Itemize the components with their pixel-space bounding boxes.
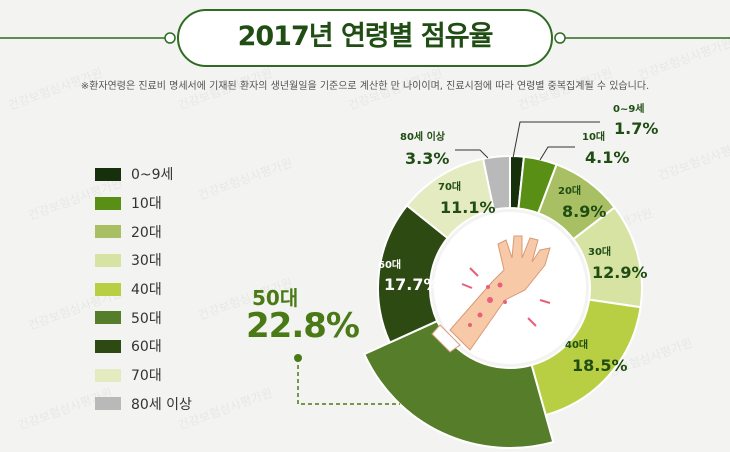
slice-category-label: 40대 — [565, 338, 588, 351]
legend-item: 60대 — [95, 332, 192, 361]
legend-swatch — [95, 397, 121, 411]
slice-category-label: 70대 — [438, 180, 461, 193]
legend-label: 60대 — [131, 339, 162, 356]
donut-slice — [362, 319, 555, 449]
slice-category-label: 30대 — [588, 245, 611, 258]
legend-label: 30대 — [131, 253, 162, 270]
legend-swatch — [95, 196, 121, 210]
leader-line — [455, 149, 489, 159]
legend-label: 70대 — [131, 368, 162, 385]
legend-item: 0~9세 — [95, 160, 192, 189]
slice-category-label: 10대 — [582, 130, 605, 143]
legend-item: 10대 — [95, 189, 192, 218]
legend-swatch — [95, 311, 121, 325]
legend-label: 40대 — [131, 282, 162, 299]
title-frame — [0, 9, 730, 67]
highlight-dot — [294, 354, 302, 362]
legend-item: 70대 — [95, 361, 192, 390]
slice-value-label: 1.7% — [614, 119, 658, 138]
slice-value-label: 17.7% — [384, 275, 440, 294]
legend-swatch — [95, 253, 121, 267]
legend-label: 10대 — [131, 196, 162, 213]
legend-swatch — [95, 225, 121, 239]
legend-item: 80세 이상 — [95, 390, 192, 419]
slice-category-label: 20대 — [558, 184, 581, 197]
legend-swatch — [95, 167, 121, 181]
legend-swatch — [95, 282, 121, 296]
legend: 0~9세 10대 20대 30대 40대 50대 60대 70대 80세 이상 — [95, 160, 192, 418]
slice-category-label: 0~9세 — [613, 102, 645, 115]
slice-value-label: 12.9% — [592, 263, 648, 282]
slice-value-label: 4.1% — [585, 148, 629, 167]
chart-title: 2017년 연령별 점유율 — [237, 21, 494, 52]
highlight-value-label: 22.8% — [246, 306, 360, 346]
legend-label: 0~9세 — [131, 167, 174, 184]
legend-label: 50대 — [131, 310, 162, 327]
legend-item: 50대 — [95, 303, 192, 332]
slice-category-label: 80세 이상 — [400, 130, 446, 143]
leader-line — [539, 146, 575, 161]
legend-swatch — [95, 339, 121, 353]
legend-item: 20대 — [95, 217, 192, 246]
donut-slice — [481, 154, 511, 211]
legend-item: 30대 — [95, 246, 192, 275]
slice-value-label: 8.9% — [562, 202, 606, 221]
legend-swatch — [95, 368, 121, 382]
leader-line — [512, 121, 600, 159]
legend-label: 20대 — [131, 224, 162, 241]
footnote: ※환자연령은 진료비 명세서에 기재된 환자의 생년월일을 기준으로 계산한 만… — [80, 81, 650, 92]
slice-value-label: 3.3% — [405, 149, 449, 168]
slice-category-label: 60대 — [378, 258, 401, 271]
slice-value-label: 11.1% — [440, 198, 496, 217]
slice-value-label: 18.5% — [572, 356, 628, 375]
rash-arm-illustration — [431, 235, 551, 353]
legend-label: 80세 이상 — [131, 396, 192, 413]
highlight-leader — [297, 358, 400, 405]
highlight-category-label: 50대 — [252, 286, 299, 310]
legend-item: 40대 — [95, 275, 192, 304]
